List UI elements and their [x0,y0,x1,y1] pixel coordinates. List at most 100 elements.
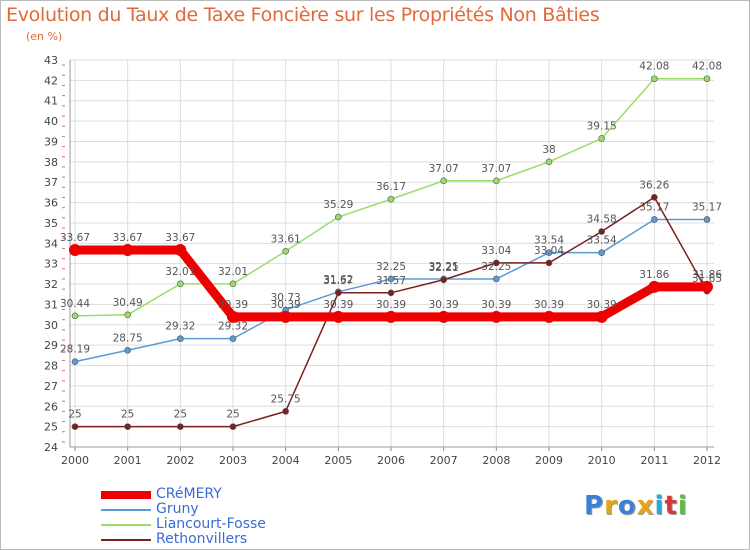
data-point-liancourt-fosse [335,213,342,221]
y-tick-label: 41 [44,95,58,108]
chart-legend: CRéMERY Gruny Liancourt-Fosse Rethonvillers [101,487,266,547]
data-point-cremery [490,310,503,323]
y-tick-label: 25 [44,421,58,434]
data-point-cremery [543,310,555,323]
data-point-rethonvillers [387,289,395,297]
data-label: 33.67 [165,232,195,244]
data-point-cremery [701,280,713,293]
data-label: 39.15 [587,120,617,132]
y-tick-label: 24 [44,441,58,454]
data-label: 31.57 [323,275,353,287]
data-label: 32.25 [481,261,511,273]
data-label: 29.32 [165,321,195,333]
logo-letter: i [677,491,688,521]
data-label: 31.57 [376,275,406,287]
x-tick-label: 2000 [61,454,89,467]
data-point-cremery [174,244,187,257]
data-label: 32.01 [165,266,195,278]
data-point-cremery [227,310,239,323]
data-label: 30.39 [429,299,459,311]
data-label: 33.04 [534,245,564,257]
data-point-rethonvillers [545,259,553,267]
x-tick-label: 2008 [482,454,510,467]
legend-label: Rethonvillers [156,531,248,547]
data-point-rethonvillers [335,289,342,297]
data-point-gruny [71,358,79,365]
data-label: 42.08 [639,61,669,73]
logo-letter: o [617,491,637,521]
data-point-cremery [69,244,81,257]
data-point-rethonvillers [229,423,237,430]
data-label: 30.39 [323,299,353,311]
y-tick-label: 42 [44,74,58,87]
data-label: 35.17 [639,201,669,213]
data-label: 32.01 [218,266,248,278]
y-tick-label: 29 [44,339,58,352]
y-tick-label: 35 [44,217,58,230]
data-label: 30.39 [534,299,564,311]
data-label: 33.54 [587,235,617,247]
data-label: 30.39 [218,299,248,311]
data-label: 25 [226,409,239,421]
y-tick-label: 31 [44,298,58,311]
data-point-gruny [177,335,184,342]
y-tick-label: 39 [44,135,58,148]
data-point-gruny [124,346,131,354]
data-point-cremery [332,310,345,323]
x-tick-label: 2006 [377,454,405,467]
data-label: 25.75 [271,393,301,405]
x-tick-label: 2007 [430,454,458,467]
proxiti-logo: Proxiti [584,491,688,521]
x-tick-label: 2003 [219,454,247,467]
data-label: 25 [121,409,134,421]
data-label: 42.08 [692,61,722,73]
legend-swatch [101,523,151,526]
data-label: 29.32 [218,321,248,333]
legend-label: CRéMERY [156,486,222,502]
legend-item-cremery: CRéMERY [101,487,266,502]
data-label: 30.49 [113,297,143,309]
x-tick-label: 2010 [588,454,616,467]
y-tick-label: 30 [44,319,58,332]
legend-label: Liancourt-Fosse [156,516,266,532]
data-label: 36.26 [639,179,669,191]
data-label: 31.65 [692,273,722,285]
logo-letter: r [604,491,618,521]
data-label: 32.25 [376,261,406,273]
logo-letter: i [654,491,665,521]
data-point-liancourt-fosse [282,247,289,255]
chart-unit-label: (en %) [26,30,63,43]
data-point-gruny [703,216,711,223]
y-tick-label: 26 [44,400,58,413]
y-tick-label: 38 [44,156,58,169]
data-point-cremery [385,310,397,323]
data-label: 36.17 [376,181,406,193]
data-point-gruny [387,275,395,283]
legend-swatch [101,538,151,541]
data-label: 31.62 [323,274,353,286]
data-point-liancourt-fosse [229,280,237,288]
data-label: 30.39 [271,299,301,311]
data-point-rethonvillers [440,276,447,284]
y-tick-label: 34 [44,237,58,250]
y-tick-label: 43 [44,54,58,67]
data-point-liancourt-fosse [493,177,500,185]
data-point-rethonvillers [493,259,500,267]
logo-letter: x [636,491,655,521]
x-tick-label: 2012 [693,454,721,467]
legend-item-liancourt-fosse: Liancourt-Fosse [101,517,266,532]
data-label: 33.67 [60,232,90,244]
data-point-rethonvillers [651,193,658,201]
legend-item-rethonvillers: Rethonvillers [101,532,266,547]
legend-item-gruny: Gruny [101,502,266,517]
data-point-rethonvillers [282,408,289,415]
data-point-gruny [545,249,553,256]
data-point-rethonvillers [598,228,605,235]
data-label: 30.39 [587,299,617,311]
legend-swatch [101,490,151,499]
data-label: 35.17 [692,201,722,213]
legend-swatch [101,508,151,511]
y-tick-label: 36 [44,197,58,210]
data-label: 34.58 [587,214,617,226]
chart-title: Evolution du Taux de Taxe Foncière sur l… [6,4,600,26]
